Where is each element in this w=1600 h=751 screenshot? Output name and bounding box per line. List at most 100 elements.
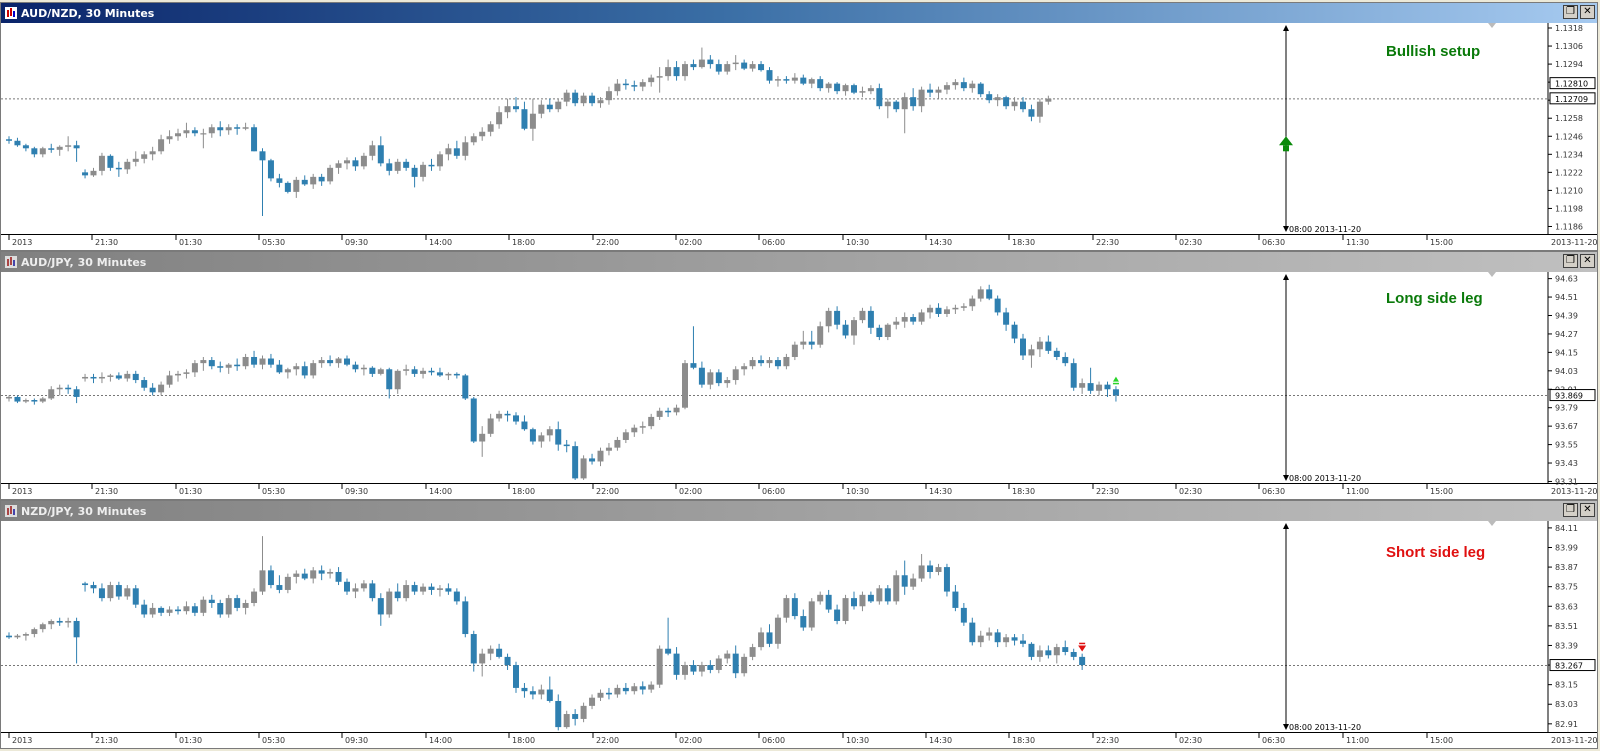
candle (462, 596, 469, 638)
candle (749, 356, 756, 370)
candle (563, 89, 570, 107)
candle (242, 122, 249, 131)
candle (901, 312, 908, 328)
candle (994, 94, 1001, 107)
candle (65, 136, 72, 152)
time-tick-label: 05:30 (262, 238, 285, 247)
restore-button[interactable]: ❐ (1563, 254, 1578, 268)
candle-body (175, 373, 181, 376)
window-titlebar[interactable]: NZD/JPY, 30 Minutes ❐ ✕ (1, 501, 1597, 521)
candle (859, 591, 866, 612)
candle (208, 594, 215, 608)
restore-button[interactable]: ❐ (1563, 5, 1578, 19)
candle (893, 570, 900, 605)
chart-window-nzdjpy[interactable]: NZD/JPY, 30 Minutes ❐ ✕ 84.11 83.99 83.87 8… (0, 500, 1598, 749)
candle-body (377, 145, 384, 164)
candle (344, 355, 350, 367)
candle-body (707, 59, 714, 65)
candle (293, 570, 300, 584)
candle (741, 59, 748, 71)
candle (166, 606, 173, 617)
window-titlebar[interactable]: AUD/NZD, 30 Minutes ❐ ✕ (1, 3, 1597, 23)
price-tick-label: 83.39 (1555, 641, 1578, 650)
candle-body (327, 571, 334, 574)
time-tick-label: 18:00 (512, 736, 535, 745)
candle-body (707, 665, 714, 670)
candle-body (817, 79, 824, 89)
candle (563, 710, 570, 729)
candle (597, 689, 604, 701)
candle (622, 79, 629, 90)
candle (217, 121, 224, 137)
price-box-frame (1549, 92, 1596, 105)
candle (834, 604, 841, 625)
time-tick-label: 02:00 (679, 238, 702, 247)
candle (1011, 321, 1018, 344)
chart-window-icon (5, 505, 17, 517)
candle (538, 100, 545, 119)
chart-shift-marker-icon (1488, 521, 1496, 526)
candle (851, 591, 857, 610)
chart-window-audnzd[interactable]: AUD/NZD, 30 Minutes ❐ ✕ 1.1318 1.1306 1.12… (0, 2, 1598, 251)
candle (166, 370, 173, 388)
candle-body (1003, 312, 1010, 325)
close-button[interactable]: ✕ (1580, 503, 1595, 517)
chart-window-audjpy[interactable]: AUD/JPY, 30 Minutes ❐ ✕ 94.63 94.51 94.39 9… (0, 251, 1598, 500)
candlestick-chart[interactable]: 94.6394.5194.3994.2794.1594.0393.9193.79… (1, 272, 1597, 499)
candle-body (217, 127, 224, 131)
candle (208, 124, 215, 138)
candle-body (14, 635, 21, 638)
candle (555, 694, 562, 731)
candle (665, 407, 672, 417)
candle (707, 660, 714, 674)
candle-body (98, 588, 105, 599)
candle-body (969, 83, 976, 89)
candle (1036, 337, 1043, 357)
candle-body (808, 341, 815, 345)
cursor-arrow-up-icon (1283, 523, 1289, 529)
close-button[interactable]: ✕ (1580, 5, 1595, 19)
candle (360, 580, 367, 592)
candle (842, 320, 849, 339)
time-tick-label: 06:30 (1262, 238, 1285, 247)
candle-body (445, 373, 452, 376)
candle (318, 173, 325, 186)
candlestick-chart[interactable]: 84.1183.9983.8783.7583.6383.5183.3983.27… (1, 521, 1597, 748)
candle-body (741, 62, 748, 69)
price-tick-label: 94.27 (1555, 330, 1578, 339)
candle-body (124, 588, 131, 597)
time-tick-label: 02:00 (679, 487, 702, 496)
candle (369, 140, 376, 161)
candle (648, 74, 655, 87)
candle (986, 627, 993, 641)
candle-body (1096, 384, 1103, 391)
price-box: 1.12810 (1549, 77, 1596, 90)
candle-body (884, 101, 891, 107)
candle (707, 55, 714, 69)
candle (470, 396, 477, 444)
candle (234, 124, 241, 135)
candle (749, 643, 756, 661)
candle (217, 361, 224, 373)
close-button[interactable]: ✕ (1580, 254, 1595, 268)
candle (6, 632, 12, 639)
price-tick-label: 83.75 (1555, 583, 1578, 592)
candle-body (496, 413, 503, 419)
candle-body (555, 429, 562, 445)
candle-body (589, 458, 596, 462)
restore-button[interactable]: ❐ (1563, 503, 1578, 517)
candle-body (800, 77, 807, 84)
candle (572, 709, 579, 726)
plot-background (1, 521, 1597, 748)
candle-body (166, 136, 173, 140)
candle-body (352, 160, 359, 167)
candle-body (1070, 651, 1077, 657)
candle-body (842, 598, 849, 621)
candle-body (420, 370, 427, 374)
candlestick-chart[interactable]: 1.13181.13061.12941.12821.12701.12581.12… (1, 23, 1597, 250)
candle-body (631, 85, 638, 87)
window-titlebar[interactable]: AUD/JPY, 30 Minutes ❐ ✕ (1, 252, 1597, 272)
time-tick-label: 06:00 (762, 238, 785, 247)
candle (859, 86, 866, 98)
candle-body (428, 370, 435, 373)
